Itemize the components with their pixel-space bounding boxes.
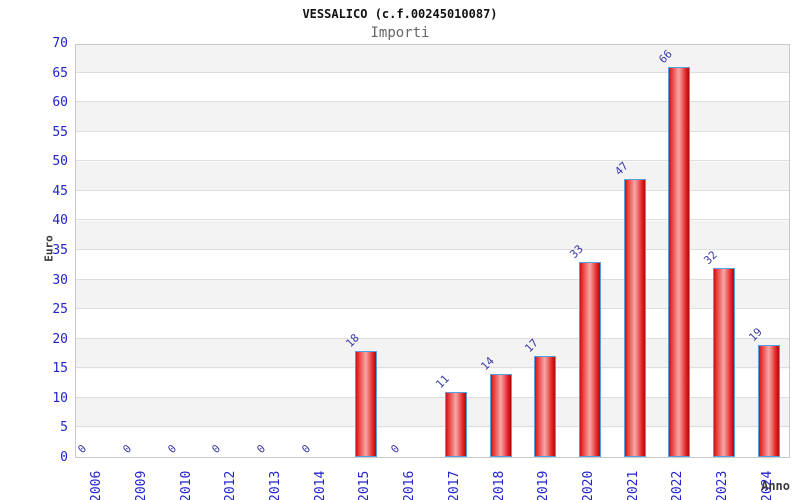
gridline xyxy=(76,101,789,103)
x-tick-label: 2014 xyxy=(312,470,328,500)
bar-value-label: 33 xyxy=(567,242,586,261)
gridline xyxy=(76,189,789,191)
gridline xyxy=(76,160,789,162)
bar-value-label: 0 xyxy=(120,442,135,456)
gridline xyxy=(76,337,789,339)
x-tick-label: 2015 xyxy=(357,470,373,500)
plot-area: 0 0 0 0 0 0 18 0 11 14 17 33 47 66 32 19 xyxy=(75,44,790,458)
bar-value-label: 14 xyxy=(477,354,497,374)
bar-value-label: 19 xyxy=(745,325,765,344)
bar-value-label: 11 xyxy=(433,372,452,391)
bar xyxy=(668,66,691,457)
x-tick-label: 2010 xyxy=(178,470,194,500)
bar xyxy=(489,374,512,457)
x-tick-label: 2013 xyxy=(268,470,284,500)
bar-value-label: 0 xyxy=(254,442,269,456)
y-tick-label: 30 xyxy=(52,272,68,288)
y-tick-label: 10 xyxy=(52,390,68,406)
y-tick-label: 50 xyxy=(52,154,68,170)
bar-value-label: 0 xyxy=(209,442,224,456)
y-tick-label: 20 xyxy=(52,331,68,347)
y-tick-label: 70 xyxy=(52,36,68,51)
gridline xyxy=(76,249,789,250)
gridline xyxy=(76,308,789,310)
x-tick-label: 2016 xyxy=(402,470,418,500)
y-tick-label: 60 xyxy=(52,95,68,111)
x-tick-label: 2019 xyxy=(536,470,552,500)
bar-value-label: 0 xyxy=(299,442,313,456)
y-tick-label: 25 xyxy=(52,302,68,318)
bar-value-label: 18 xyxy=(343,330,363,350)
y-tick-label: 5 xyxy=(60,420,68,436)
gridline xyxy=(76,130,789,132)
y-tick-label: 45 xyxy=(52,183,68,199)
chart-title: VESSALICO (c.f.00245010087) xyxy=(302,7,498,21)
gridline xyxy=(76,426,789,428)
y-tick-label: 0 xyxy=(60,450,68,465)
bar xyxy=(712,267,735,457)
gridline xyxy=(76,278,789,280)
x-tick-label: 2012 xyxy=(223,470,239,500)
bar xyxy=(534,356,557,457)
x-tick-label: 2020 xyxy=(580,470,596,500)
gridline xyxy=(76,219,789,221)
bar xyxy=(578,261,601,457)
x-tick-label: 2018 xyxy=(491,470,507,500)
x-tick-label: 2017 xyxy=(446,470,462,500)
bar-value-label: 0 xyxy=(75,442,90,456)
bar xyxy=(623,179,646,457)
x-tick-label: 2022 xyxy=(670,470,686,500)
y-tick-label: 55 xyxy=(52,124,68,140)
bar xyxy=(444,391,467,457)
bar-value-label: 17 xyxy=(522,336,542,356)
y-tick-label: 15 xyxy=(52,361,68,377)
gridline xyxy=(76,367,789,369)
y-tick-label: 35 xyxy=(52,243,68,258)
chart-subtitle: Importi xyxy=(370,25,430,41)
y-tick-label: 40 xyxy=(52,213,68,229)
x-tick-label: 2006 xyxy=(89,470,105,500)
gridline xyxy=(76,396,789,398)
bar-value-label: 47 xyxy=(611,159,631,178)
y-tick-label: 65 xyxy=(52,65,68,81)
bar xyxy=(757,344,780,457)
gridline xyxy=(76,71,789,73)
bar-value-label: 0 xyxy=(164,442,179,456)
bar xyxy=(355,350,378,457)
x-axis-title: Anno xyxy=(761,479,790,493)
x-tick-label: 2009 xyxy=(134,470,150,500)
bar-value-label: 0 xyxy=(388,442,403,456)
x-tick-label: 2021 xyxy=(625,470,641,500)
bar-value-label: 32 xyxy=(701,248,720,267)
